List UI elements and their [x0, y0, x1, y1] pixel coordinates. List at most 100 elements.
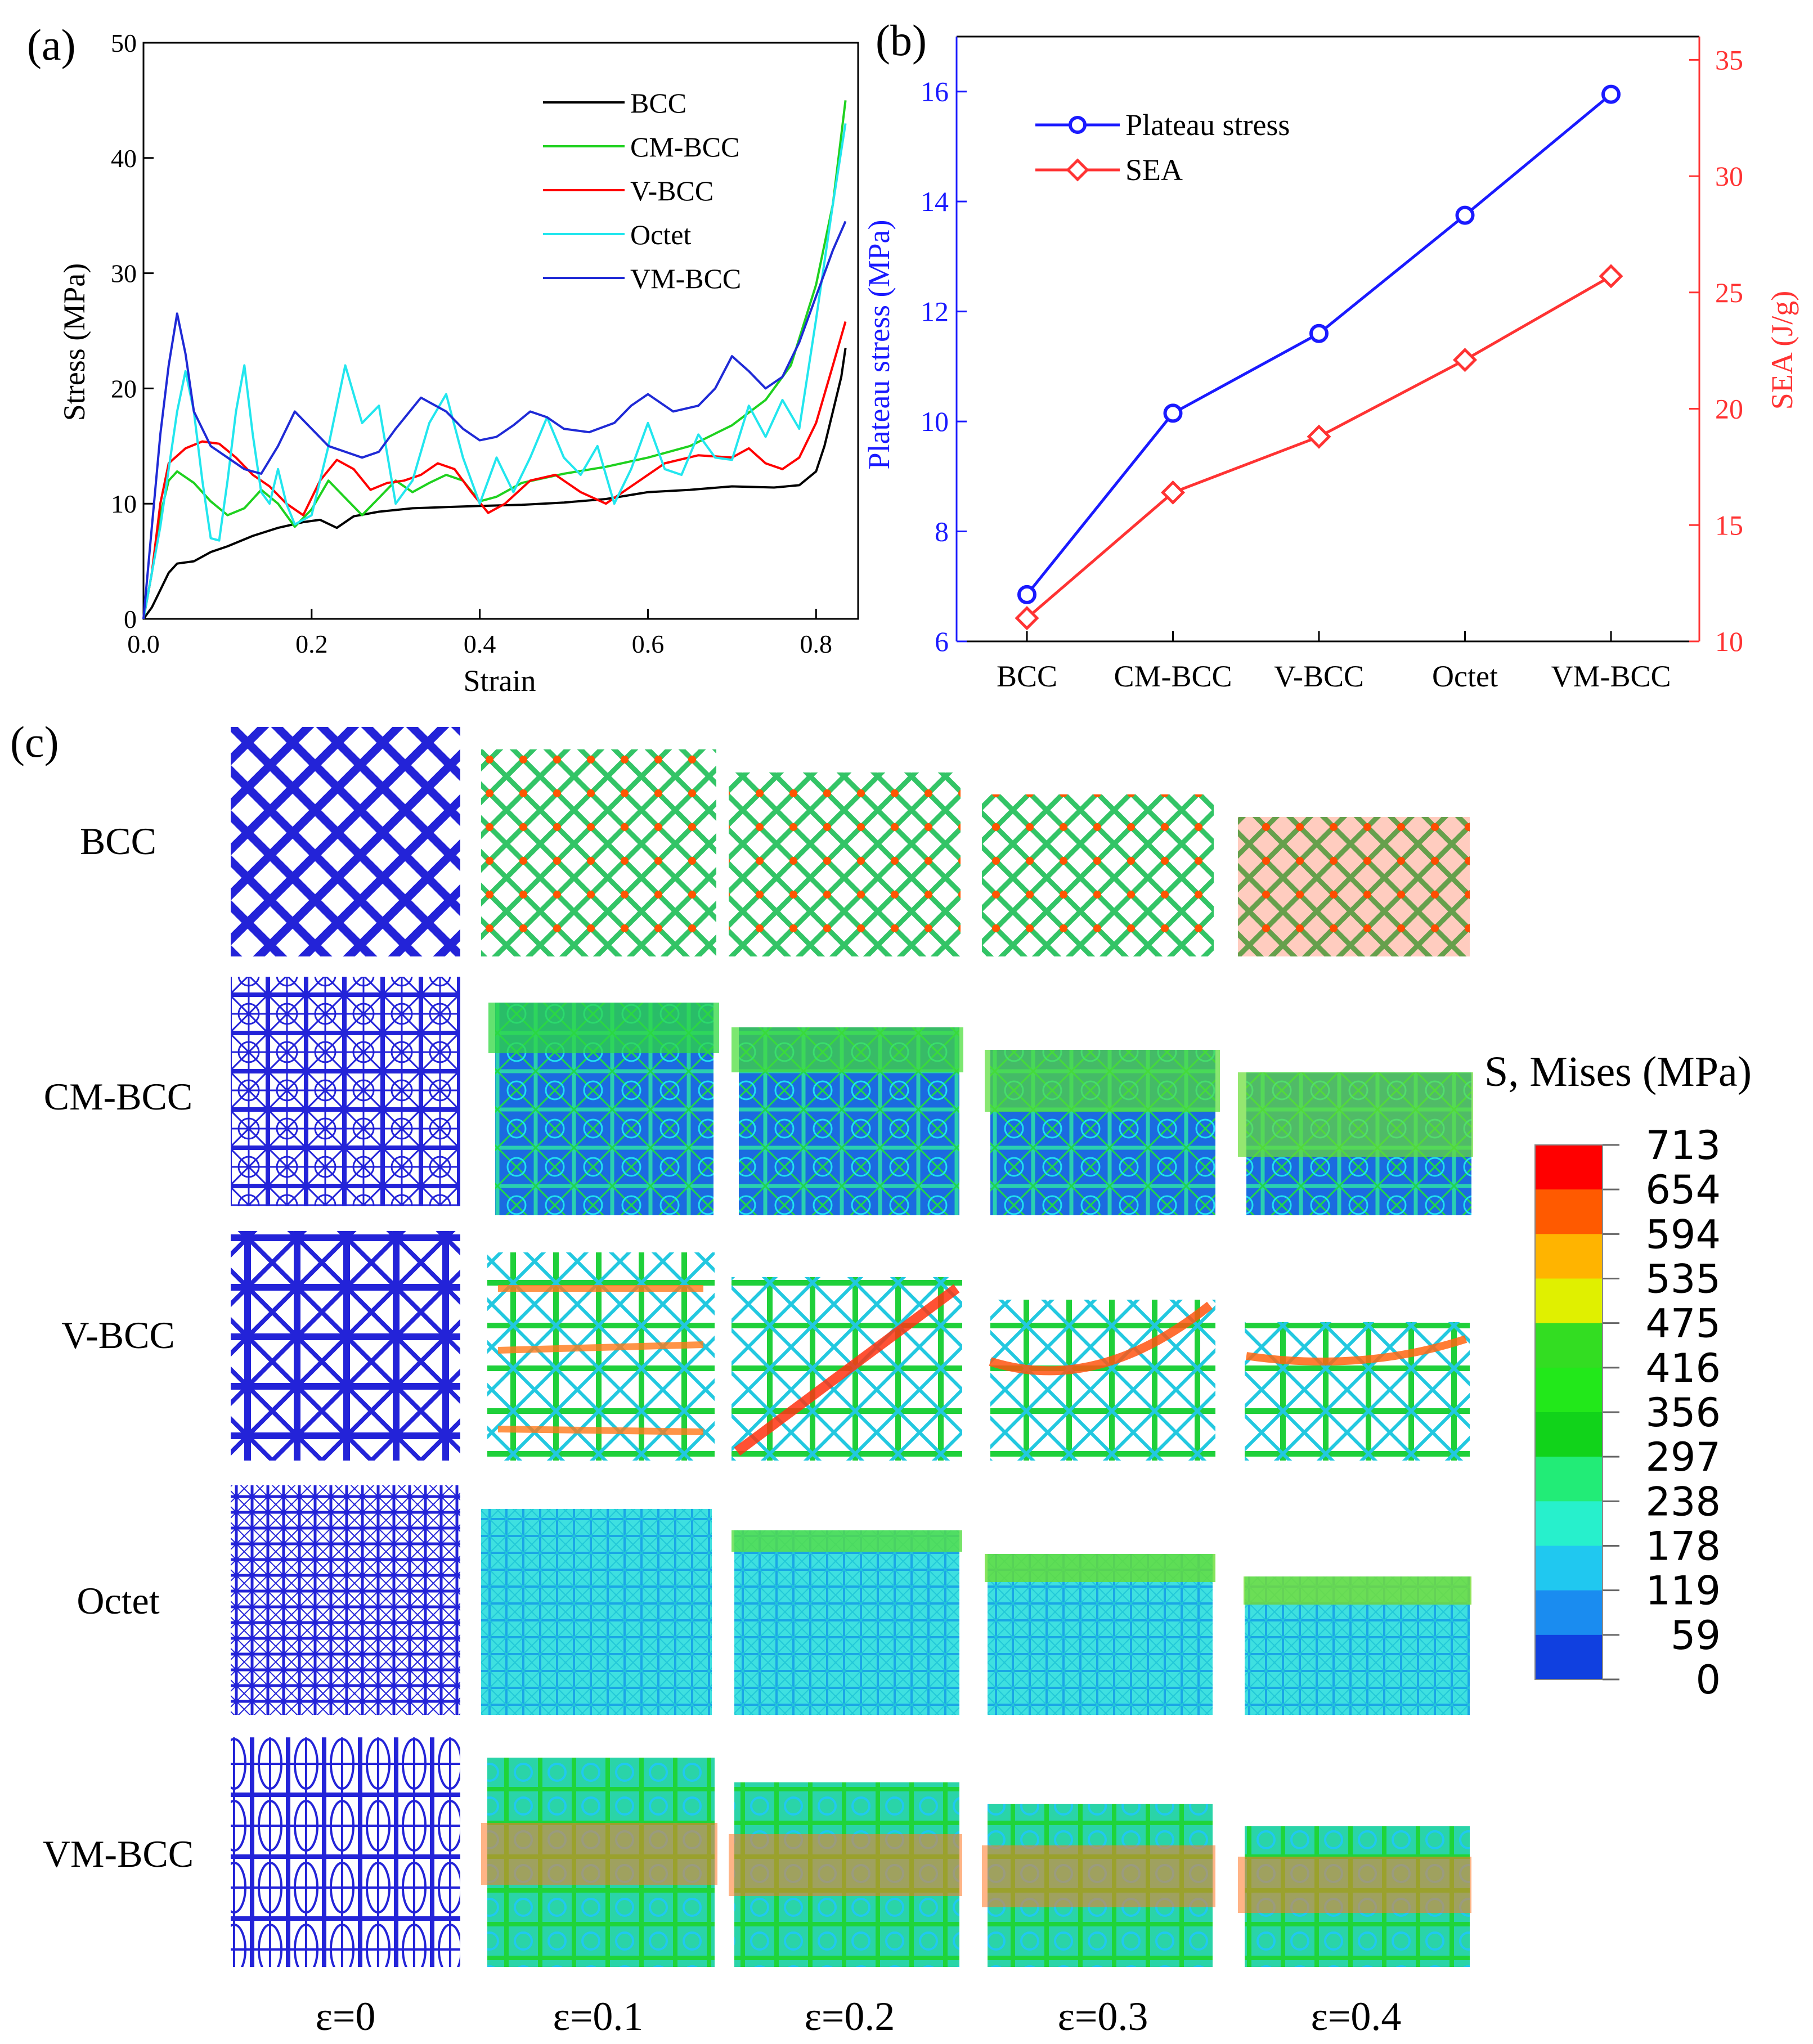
- col-label-strain-0: ε=0: [316, 1994, 376, 2039]
- data-point: [1017, 585, 1036, 604]
- colorbar-band: [1535, 1234, 1603, 1279]
- y-tick-label: 40: [111, 144, 137, 173]
- plot-frame-a: [142, 42, 859, 620]
- colorbar-label: 178: [1645, 1524, 1721, 1570]
- y2-tick-label: 15: [1715, 509, 1743, 541]
- legend-label: V-BCC: [630, 175, 713, 206]
- colorbar-band: [1535, 1634, 1603, 1680]
- colorbar-label: 416: [1645, 1345, 1721, 1391]
- series-line-vm-bcc: [142, 221, 847, 619]
- panel-a-label: (a): [27, 20, 76, 69]
- y-tick-label: 14: [921, 186, 949, 217]
- lattice-octet-row: [231, 1485, 1471, 1715]
- y2-tick-label: 35: [1715, 44, 1743, 75]
- panel-c-label: (c): [10, 717, 59, 766]
- colorbar-label: 475: [1645, 1301, 1721, 1347]
- lattice-v-bcc-strain-0-4: [1245, 1322, 1470, 1461]
- x-tick-label: 0.2: [295, 630, 328, 658]
- x-tick-label: 0.6: [632, 630, 665, 658]
- colorbar-label: 59: [1671, 1612, 1721, 1659]
- row-label-bcc: BCC: [80, 820, 156, 862]
- row-label-v-bcc: V-BCC: [61, 1314, 175, 1356]
- x-axis-label: Strain: [464, 664, 536, 698]
- series-line-cm-bcc: [142, 100, 847, 619]
- lattice-cm-bcc-row: [231, 977, 1473, 1215]
- colorbar-label: 0: [1695, 1657, 1721, 1703]
- lattice-vm-bcc-strain-0: [231, 1737, 460, 1967]
- legend-marker: [1066, 158, 1089, 182]
- col-label-strain-0-1: ε=0.1: [553, 1994, 644, 2039]
- legend-label: Octet: [630, 219, 691, 250]
- colorbar-label: 594: [1645, 1211, 1721, 1257]
- category-label: CM-BCC: [1114, 659, 1232, 693]
- colorbar-band: [1535, 1546, 1603, 1591]
- category-label: BCC: [997, 659, 1057, 693]
- x-tick-label: 0.4: [464, 630, 496, 658]
- colorbar-label: 356: [1645, 1390, 1721, 1436]
- colorbar-label: 713: [1645, 1122, 1721, 1169]
- lattice-octet-strain-0-1: [481, 1509, 712, 1715]
- category-label: Octet: [1432, 659, 1498, 693]
- y-axis-label: Plateau stress (MPa): [862, 220, 896, 470]
- colorbar-label: 119: [1645, 1568, 1721, 1614]
- colorbar-band: [1535, 1323, 1603, 1368]
- y2-axis-label: SEA (J/g): [1765, 291, 1799, 410]
- colorbar-label: 535: [1645, 1256, 1721, 1302]
- data-point: [1452, 348, 1478, 372]
- colorbar-band: [1535, 1501, 1603, 1546]
- lattice-bcc-strain-0: [231, 727, 460, 956]
- y-tick-label: 8: [935, 516, 949, 547]
- colorbar-band: [1535, 1278, 1603, 1324]
- lattice-vm-bcc-row: [231, 1737, 1471, 1967]
- col-label-strain-0-4: ε=0.4: [1311, 1994, 1402, 2039]
- lattice-cm-bcc-strain-0: [231, 977, 460, 1206]
- y-axis-label: Stress (MPa): [57, 263, 91, 421]
- colorbar-band: [1535, 1145, 1603, 1190]
- lattice-bcc-strain-0-4: [1238, 817, 1470, 956]
- y-tick-label: 20: [111, 374, 137, 403]
- category-label: V-BCC: [1274, 659, 1364, 693]
- colorbar-band: [1535, 1367, 1603, 1413]
- lattice-octet-strain-0: [231, 1485, 460, 1715]
- y2-tick-label: 10: [1715, 626, 1743, 657]
- row-label-vm-bcc: VM-BCC: [43, 1832, 194, 1875]
- y-tick-label: 30: [111, 259, 137, 288]
- lattice-bcc-strain-0-3: [982, 794, 1214, 956]
- legend-label: VM-BCC: [630, 263, 741, 294]
- lattice-bcc-strain-0-1: [481, 749, 716, 956]
- colorbar-band: [1535, 1590, 1603, 1636]
- data-point: [1455, 205, 1475, 225]
- legend-marker: [1069, 116, 1087, 134]
- colorbar-band: [1535, 1457, 1603, 1502]
- lattice-octet-strain-0-2: [734, 1530, 959, 1715]
- data-point: [1309, 324, 1329, 343]
- colorbar-label: 238: [1645, 1479, 1721, 1525]
- row-label-cm-bcc: CM-BCC: [44, 1075, 193, 1118]
- col-label-strain-0-2: ε=0.2: [805, 1994, 895, 2039]
- series-line-bcc: [142, 348, 847, 620]
- legend-label: BCC: [630, 87, 686, 119]
- y2-tick-label: 30: [1715, 160, 1743, 192]
- y-tick-label: 50: [111, 29, 137, 57]
- lattice-v-bcc-row: [231, 1231, 1470, 1461]
- y-tick-label: 6: [935, 626, 949, 657]
- lattice-v-bcc-strain-0: [231, 1231, 460, 1461]
- colorbar-band: [1535, 1412, 1603, 1457]
- y-tick-label: 12: [921, 296, 949, 327]
- lattice-bcc-strain-0-2: [729, 772, 961, 956]
- plateau-sea-chart: BCC CM-BCC V-BCC Octet VM-BCC 6 8 10 12 14 16 10 15 2…: [862, 35, 1799, 693]
- y2-tick-label: 20: [1715, 393, 1743, 425]
- colorbar-label: 654: [1645, 1167, 1721, 1213]
- series-line-octet: [142, 123, 847, 619]
- colorbar-label: 297: [1645, 1434, 1721, 1480]
- data-point: [1599, 264, 1623, 289]
- data-point: [1163, 403, 1183, 423]
- series-line-v-bcc: [142, 321, 847, 619]
- data-point: [1015, 606, 1039, 631]
- col-label-strain-0-3: ε=0.3: [1058, 1994, 1148, 2039]
- panel-b-label: (b): [876, 16, 927, 65]
- category-label: VM-BCC: [1551, 659, 1671, 693]
- row-label-octet: Octet: [77, 1579, 159, 1622]
- y-tick-label: 16: [921, 76, 949, 107]
